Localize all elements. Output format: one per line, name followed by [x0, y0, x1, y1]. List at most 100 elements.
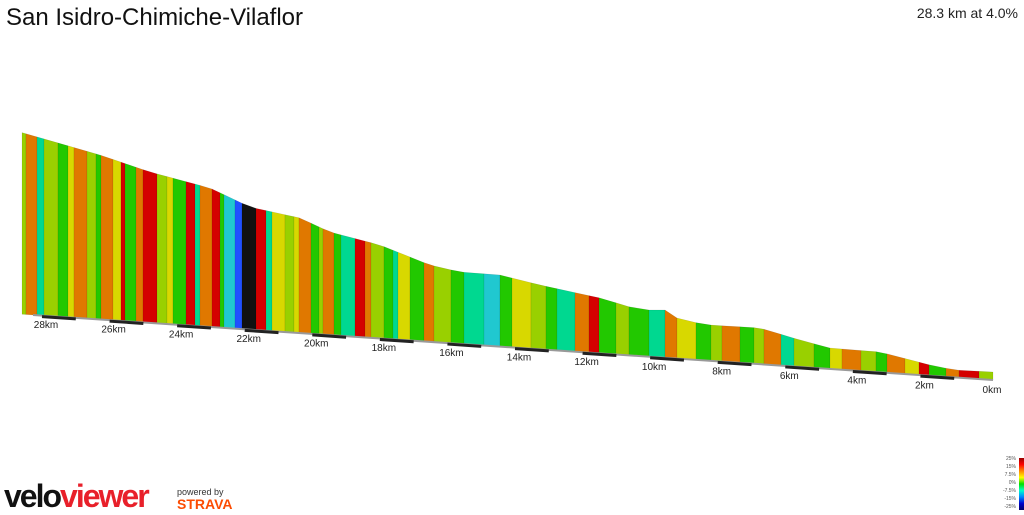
- gradient-segment: [763, 328, 782, 366]
- x-tick-label: 14km: [507, 353, 531, 364]
- gradient-segment: [120, 161, 126, 322]
- km-band: [717, 360, 752, 367]
- km-band: [650, 356, 685, 362]
- gradient-segment: [318, 226, 324, 335]
- gradient-segment: [648, 309, 666, 359]
- x-tick-label: 2km: [915, 380, 934, 391]
- gradient-segment: [483, 273, 501, 347]
- km-band: [312, 333, 347, 339]
- gradient-segment: [255, 208, 267, 332]
- km-band: [447, 342, 482, 348]
- gradient-segment: [73, 147, 88, 319]
- gradient-segment: [95, 153, 102, 320]
- gradient-segment: [397, 251, 411, 341]
- gradient-segment: [199, 184, 213, 328]
- gradient-segment: [298, 217, 312, 335]
- x-tick-label: 0km: [983, 385, 1002, 396]
- gradient-segment: [556, 288, 576, 352]
- km-band: [379, 337, 414, 344]
- gradient-segment: [433, 265, 452, 344]
- gradient-segment: [780, 333, 795, 367]
- gradient-segment: [333, 232, 342, 337]
- legend-label: 0%: [1008, 480, 1016, 486]
- gradient-segment: [241, 202, 257, 331]
- km-band: [852, 370, 887, 376]
- km-band: [920, 374, 955, 380]
- gradient-segment: [340, 234, 356, 338]
- x-tick-label: 24km: [169, 329, 193, 340]
- x-tick-label: 26km: [101, 325, 125, 336]
- gradient-segment: [841, 348, 862, 372]
- gradient-segment: [271, 211, 286, 333]
- gradient-segment: [284, 214, 295, 333]
- x-tick-label: 16km: [439, 348, 463, 359]
- gradient-segment: [739, 326, 755, 365]
- gradient-segment: [793, 337, 815, 369]
- route-title: San Isidro-Chimiche-Vilaflor: [6, 4, 303, 31]
- gradient-segment: [354, 238, 366, 338]
- gradient-segment: [904, 358, 920, 376]
- gradient-segment: [370, 242, 385, 340]
- km-band: [41, 315, 76, 321]
- gradient-segment: [530, 282, 547, 351]
- gradient-segment: [695, 322, 712, 362]
- x-tick-label: 10km: [642, 362, 666, 373]
- legend-label: -15%: [1004, 496, 1016, 502]
- km-band: [582, 351, 617, 357]
- gradient-segment: [156, 173, 168, 325]
- gradient-segment: [86, 150, 97, 320]
- powered-by: powered by: [177, 487, 224, 497]
- gradient-segment: [628, 306, 650, 357]
- gradient-segment: [124, 163, 137, 323]
- gradient-segment: [676, 317, 697, 361]
- gradient-segment: [223, 194, 236, 329]
- gradient-segment: [499, 274, 513, 348]
- x-tick-label: 22km: [236, 334, 260, 345]
- gradient-segment: [710, 324, 723, 362]
- strava-logo: STRAVA: [177, 496, 233, 512]
- km-band: [514, 347, 549, 353]
- gradient-segment: [545, 285, 558, 351]
- x-tick-label: 8km: [712, 366, 731, 377]
- gradient-segment: [875, 351, 888, 374]
- gradient-segment: [211, 188, 221, 328]
- km-band: [109, 319, 144, 325]
- km-band: [785, 365, 820, 371]
- gradient-segment: [615, 302, 630, 356]
- gradient-segment: [918, 361, 930, 376]
- gradient-segment: [322, 228, 335, 336]
- gradient-segment: [753, 327, 765, 365]
- gradient-segment: [392, 249, 399, 340]
- legend-label: 15%: [1005, 464, 1016, 470]
- km-band: [177, 324, 212, 330]
- gradient-segment: [194, 183, 201, 327]
- gradient-segment: [219, 192, 225, 329]
- gradient-segment: [813, 343, 831, 370]
- gradient-segment: [57, 142, 69, 318]
- legend-label: -7.5%: [1002, 488, 1016, 494]
- gradient-segment: [310, 222, 320, 335]
- x-tick-label: 18km: [372, 343, 396, 354]
- legend-label: 7.5%: [1004, 472, 1016, 478]
- gradient-segment: [21, 132, 27, 315]
- gradient-segment: [25, 133, 38, 316]
- gradient-segment: [409, 256, 425, 342]
- x-tick-label: 6km: [780, 371, 799, 382]
- gradient-segment: [574, 292, 590, 353]
- gradient-segment: [511, 277, 532, 349]
- gradient-segment: [364, 240, 372, 339]
- gradient-segment: [293, 216, 300, 334]
- gradient-legend: [1019, 458, 1024, 510]
- legend-label: -25%: [1004, 504, 1016, 510]
- gradient-segment: [860, 350, 877, 373]
- gradient-segment: [43, 138, 59, 317]
- gradient-segment: [450, 269, 465, 345]
- gradient-segment: [423, 262, 435, 343]
- gradient-segment: [721, 325, 741, 364]
- x-tick-label: 28km: [34, 320, 58, 331]
- gradient-segment: [598, 297, 617, 355]
- x-tick-label: 20km: [304, 339, 328, 350]
- gradient-segment: [234, 199, 243, 330]
- gradient-segment: [664, 309, 678, 359]
